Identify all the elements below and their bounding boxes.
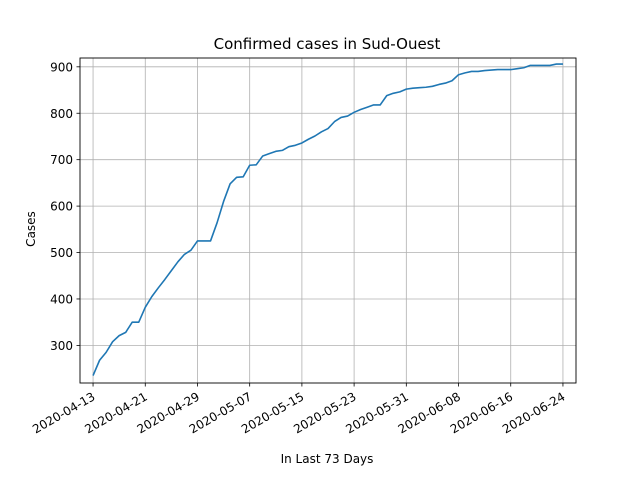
y-tick-label: 500 [50,246,73,260]
chart-title: Confirmed cases in Sud-Ouest [214,35,441,53]
y-tick-label: 800 [50,107,73,121]
y-tick-label: 600 [50,200,73,214]
y-tick-label: 900 [50,60,73,74]
plot-frame [79,57,577,384]
x-axis-label: In Last 73 Days [281,452,374,466]
y-tick-label: 700 [50,153,73,167]
y-axis: 300 400 500 600 700 800 900 [50,60,80,353]
y-axis-label: Cases [24,211,38,247]
series-line-confirmed-cases [92,63,563,376]
y-tick-label: 400 [50,292,73,306]
y-tick-label: 300 [50,339,73,353]
gridlines [80,58,576,383]
